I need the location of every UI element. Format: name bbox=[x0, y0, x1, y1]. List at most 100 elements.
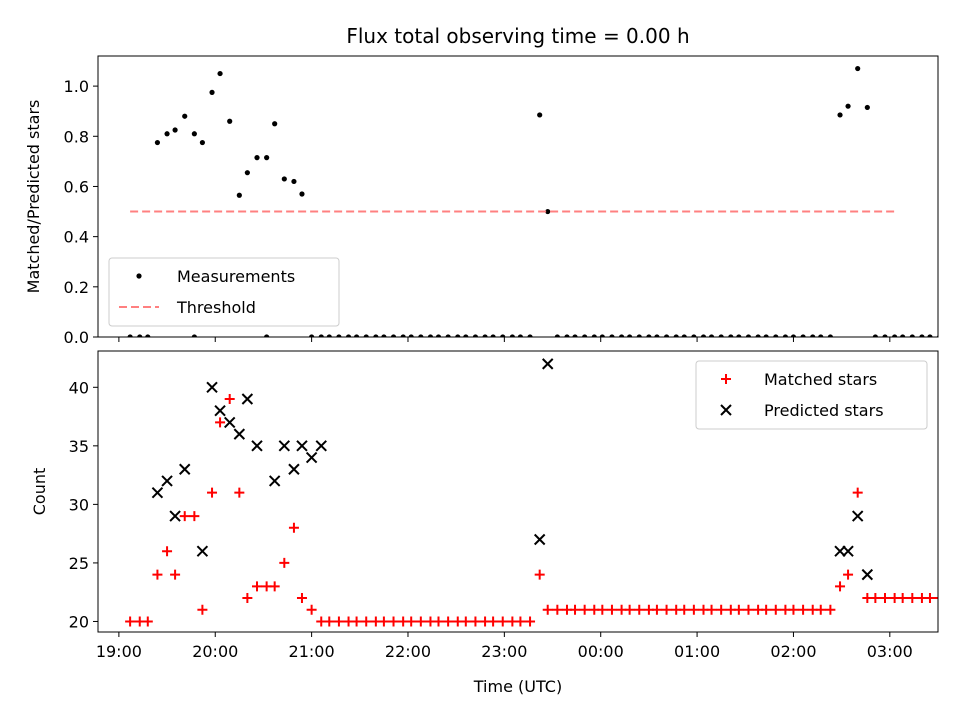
matched-point bbox=[798, 604, 809, 615]
x-tick-label: 03:00 bbox=[867, 642, 913, 661]
matched-point bbox=[852, 487, 863, 498]
legend-label: Predicted stars bbox=[764, 401, 884, 420]
measurement-point bbox=[172, 127, 178, 133]
measurement-point bbox=[217, 70, 223, 77]
x-tick-label: 22:00 bbox=[385, 642, 431, 661]
measurement-point bbox=[509, 334, 515, 337]
matched-point bbox=[296, 593, 307, 604]
matched-point bbox=[142, 616, 153, 627]
measurement-point bbox=[864, 104, 870, 111]
measurement-point bbox=[845, 103, 851, 109]
legend-label: Matched stars bbox=[764, 370, 877, 389]
matched-point bbox=[634, 604, 645, 615]
matched-point bbox=[835, 581, 846, 592]
matched-point bbox=[388, 616, 399, 627]
measurement-point bbox=[281, 176, 287, 182]
measurement-point bbox=[254, 155, 260, 161]
measurement-point bbox=[490, 334, 496, 337]
measurement-point bbox=[227, 118, 233, 124]
predicted-point bbox=[278, 440, 291, 452]
matched-point bbox=[706, 604, 717, 615]
matched-point bbox=[443, 616, 454, 627]
measurement-point bbox=[755, 334, 761, 337]
measurement-point bbox=[919, 334, 925, 337]
matched-point bbox=[242, 593, 253, 604]
measurement-point bbox=[691, 334, 697, 337]
matched-point bbox=[825, 604, 836, 615]
measurement-point bbox=[599, 334, 605, 337]
predicted-point bbox=[533, 533, 546, 546]
y-tick-label: 0.4 bbox=[64, 228, 89, 247]
x-tick-label: 02:00 bbox=[770, 642, 816, 661]
measurement-point bbox=[455, 334, 461, 337]
predicted-point bbox=[542, 358, 554, 370]
measurement-point bbox=[872, 334, 878, 337]
measurement-point bbox=[291, 178, 297, 185]
predicted-point bbox=[161, 475, 173, 487]
matched-point bbox=[515, 616, 526, 627]
y-tick-label: 0.8 bbox=[64, 127, 89, 146]
measurement-point bbox=[373, 334, 379, 337]
matched-point bbox=[879, 593, 890, 604]
measurement-point bbox=[500, 334, 506, 337]
measurement-point bbox=[191, 334, 197, 337]
matched-point bbox=[189, 511, 200, 522]
matched-point bbox=[870, 593, 881, 604]
legend-0: Measurements Threshold bbox=[108, 257, 340, 327]
y-axis-label: Matched/Predicted stars bbox=[24, 100, 43, 294]
matched-point bbox=[770, 604, 781, 615]
matched-point bbox=[234, 487, 245, 498]
predicted-point bbox=[851, 510, 864, 522]
measurement-point bbox=[199, 139, 205, 146]
predicted-point bbox=[842, 545, 854, 557]
matched-point bbox=[378, 616, 389, 627]
matched-point bbox=[125, 616, 136, 627]
measurement-point bbox=[244, 170, 250, 176]
matched-point bbox=[269, 581, 280, 592]
matched-point bbox=[488, 616, 499, 627]
measurement-point bbox=[947, 334, 952, 339]
predicted-point bbox=[288, 463, 300, 475]
measurement-point bbox=[318, 334, 324, 337]
measurement-point bbox=[264, 155, 270, 161]
matched-point bbox=[207, 487, 218, 498]
measurement-point bbox=[336, 334, 342, 337]
measurement-point bbox=[209, 89, 215, 95]
x-tick-label: 23:00 bbox=[481, 642, 527, 661]
matched-point bbox=[733, 604, 744, 615]
measurement-point bbox=[900, 334, 906, 337]
measurement-point bbox=[892, 334, 898, 337]
matched-point bbox=[924, 593, 935, 604]
matched-point bbox=[224, 394, 235, 405]
plot-area-1 bbox=[125, 358, 938, 627]
matched-point bbox=[197, 604, 208, 615]
matched-point bbox=[497, 616, 508, 627]
measurement-point bbox=[782, 334, 789, 337]
measurement-point bbox=[427, 334, 434, 337]
measurement-point bbox=[745, 334, 752, 337]
measurement-point bbox=[955, 334, 960, 339]
matched-point bbox=[279, 557, 290, 568]
measurement-point bbox=[400, 334, 406, 337]
matched-point bbox=[761, 604, 772, 615]
matched-point bbox=[542, 604, 553, 615]
predicted-point bbox=[179, 463, 191, 475]
matched-point bbox=[788, 604, 799, 615]
legend-box bbox=[695, 360, 928, 430]
measurement-point bbox=[591, 334, 597, 337]
matched-point bbox=[661, 604, 672, 615]
legend-marker-measurements bbox=[136, 273, 142, 279]
legend-label: Measurements bbox=[177, 267, 295, 286]
predicted-point bbox=[169, 510, 181, 522]
measurement-point bbox=[264, 334, 270, 337]
y-axis-label: Count bbox=[30, 468, 49, 516]
matched-point bbox=[324, 616, 335, 627]
measurement-point bbox=[763, 334, 769, 337]
matched-point bbox=[152, 569, 163, 580]
measurement-point bbox=[909, 334, 915, 337]
predicted-point bbox=[151, 486, 164, 499]
matched-point bbox=[215, 417, 226, 428]
measurement-point bbox=[363, 334, 369, 337]
y-tick-label: 0.0 bbox=[64, 328, 89, 347]
